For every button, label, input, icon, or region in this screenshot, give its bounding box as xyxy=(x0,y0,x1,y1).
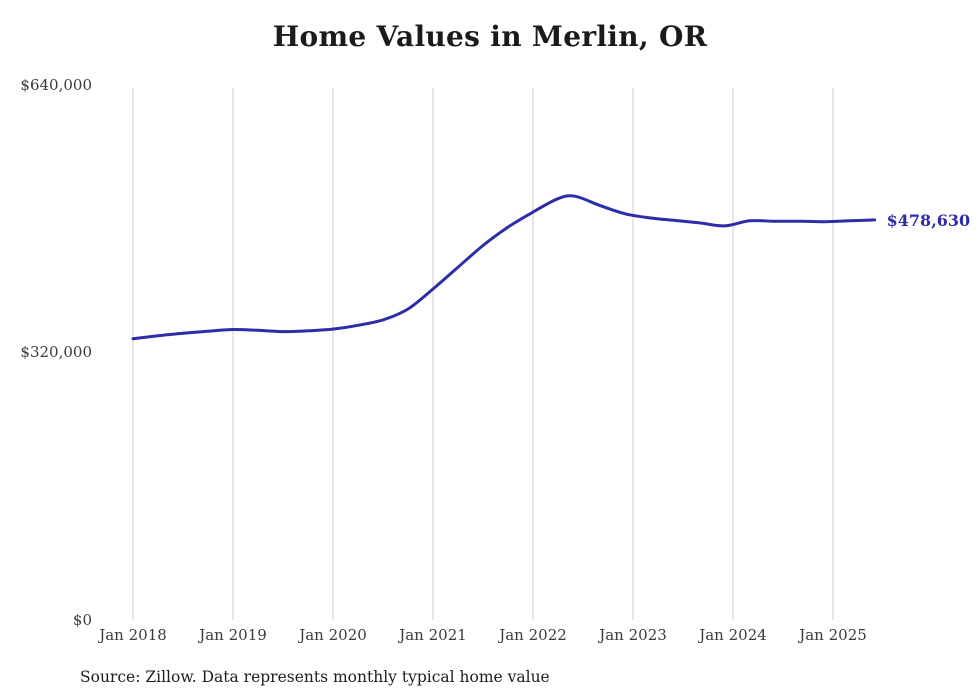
chart-title: Home Values in Merlin, OR xyxy=(272,20,708,53)
current-value-label: $478,630 xyxy=(886,210,971,230)
y-tick-label-320k: $320,000 xyxy=(20,343,92,361)
source-attribution: Source: Zillow. Data represents monthly … xyxy=(80,668,550,686)
x-tick-label-2024: Jan 2024 xyxy=(699,626,767,644)
x-tick-label-2021: Jan 2021 xyxy=(399,626,467,644)
x-tick-label-2018: Jan 2018 xyxy=(99,626,167,644)
x-tick-label-2022: Jan 2022 xyxy=(499,626,567,644)
x-tick-label-2019: Jan 2019 xyxy=(199,626,267,644)
y-tick-label-640k: $640,000 xyxy=(20,76,92,94)
y-tick-label-0: $0 xyxy=(72,611,92,629)
value-line xyxy=(131,194,877,341)
x-tick-label-2025: Jan 2025 xyxy=(799,626,867,644)
x-tick-label-2020: Jan 2020 xyxy=(299,626,367,644)
vertical-gridlines xyxy=(132,88,834,620)
x-tick-label-2023: Jan 2023 xyxy=(599,626,667,644)
